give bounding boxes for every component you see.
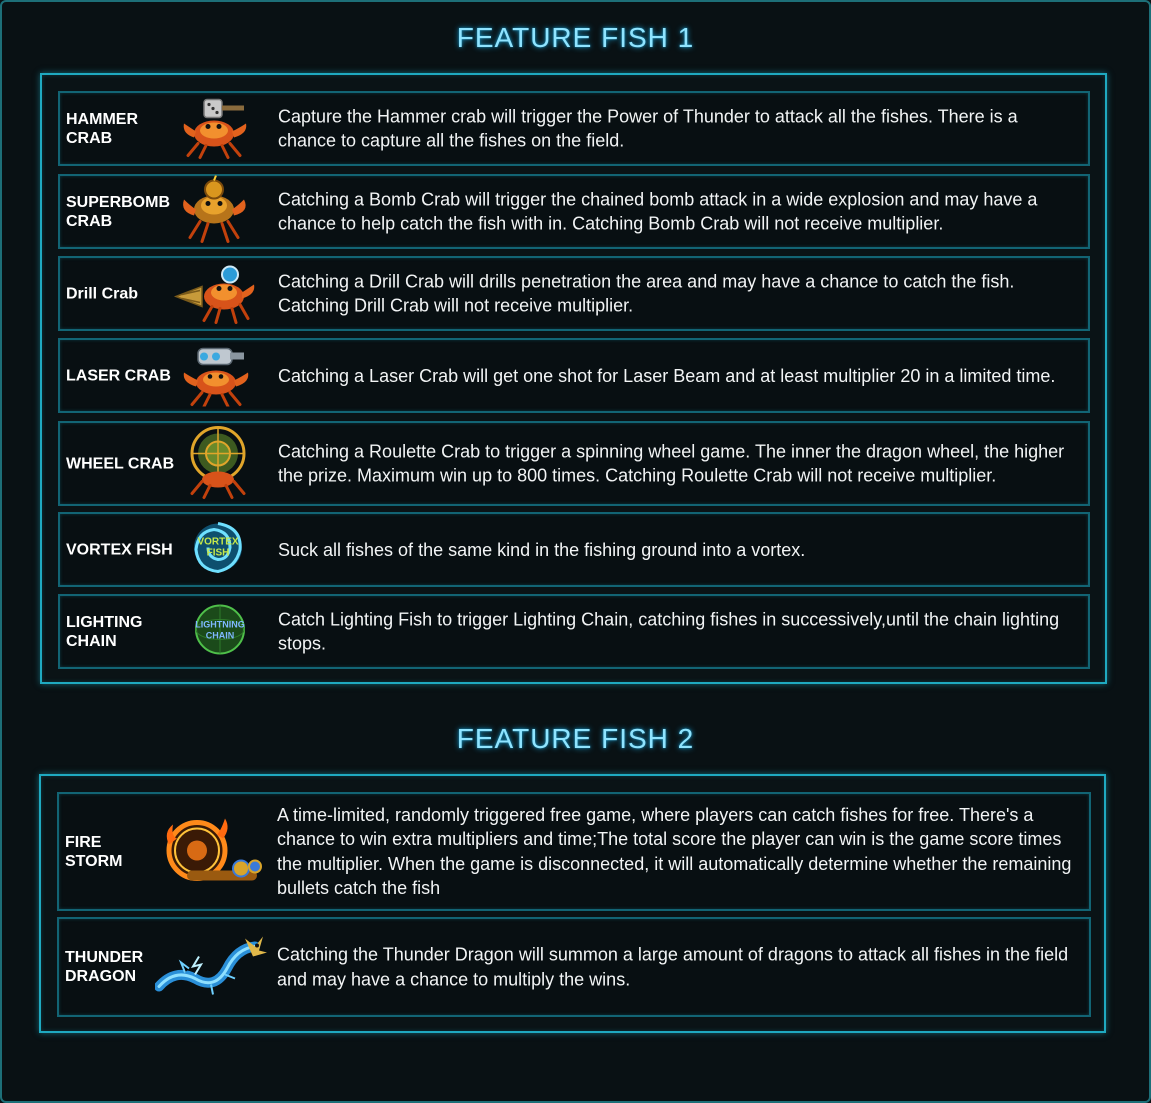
feature-row-thunder-dragon: THUNDER DRAGON Catching the Thunder Drag… [57, 917, 1091, 1017]
lightning-icon-text-1: LIGHTNING [195, 619, 245, 629]
feature-row-wheel-crab: WHEEL CRAB Catching a Roulette Crab to t… [58, 421, 1090, 506]
section-title-feature-fish-2: FEATURE FISH 2 [456, 723, 695, 754]
feature-fish-2-panel: FIRE STORM A time-limited, randomly trig… [39, 774, 1106, 1033]
vortex-fish-icon: VORTEX FISH [188, 517, 248, 582]
feature-description: Catch Lighting Fish to trigger Lighting … [278, 609, 1060, 654]
thunder-dragon-icon [154, 929, 267, 1006]
feature-description: Catching a Bomb Crab will trigger the ch… [278, 189, 1038, 234]
feature-name: HAMMER CRAB [66, 110, 138, 147]
feature-description: A time-limited, randomly triggered free … [277, 804, 1072, 899]
feature-name: THUNDER DRAGON [65, 949, 144, 985]
feature-fish-1-panel: HAMMER CRAB Capture the Hammer crab will… [40, 73, 1107, 684]
feature-row-laser-crab: LASER CRAB Catching a Laser Crab will ge… [58, 338, 1090, 413]
wheel-crab-icon [180, 423, 254, 504]
feature-row-drill-crab: Drill Crab Catching a Drill Crab will dr… [58, 256, 1090, 331]
feature-name: FIRE STORM [65, 833, 123, 870]
feature-description: Catching a Drill Crab will drills penetr… [278, 271, 1015, 316]
feature-name: SUPERBOMB CRAB [66, 193, 171, 230]
feature-row-hammer-crab: HAMMER CRAB Capture the Hammer crab will… [58, 91, 1090, 166]
feature-name: LIGHTING CHAIN [66, 613, 143, 650]
feature-description: Capture the Hammer crab will trigger the… [278, 106, 1018, 151]
lightning-chain-icon: LIGHTNING CHAIN [190, 601, 250, 662]
vortex-icon-text-1: VORTEX [197, 536, 238, 547]
feature-name: Drill Crab [66, 285, 139, 302]
feature-row-lighting-chain: LIGHTING CHAIN LIGHTNING CHAIN Catch Lig… [58, 594, 1090, 669]
fire-storm-icon [159, 814, 263, 889]
feature-name: WHEEL CRAB [66, 455, 175, 472]
vortex-icon-text-2: FISH [207, 547, 230, 558]
laser-crab-icon [178, 340, 254, 411]
feature-description: Catching a Laser Crab will get one shot … [278, 365, 1056, 386]
hammer-crab-icon [178, 93, 254, 164]
feature-name: VORTEX FISH [66, 541, 173, 558]
section-title-feature-fish-1: FEATURE FISH 1 [456, 22, 695, 53]
superbomb-crab-icon [178, 174, 254, 248]
drill-crab-icon [172, 258, 260, 329]
lightning-icon-text-2: CHAIN [206, 630, 235, 640]
feature-row-fire-storm: FIRE STORM A time-limited, randomly trig… [57, 792, 1091, 911]
feature-description: Suck all fishes of the same kind in the … [278, 539, 806, 560]
feature-row-superbomb-crab: SUPERBOMB CRAB Catching a Bomb Crab will… [58, 174, 1090, 249]
feature-description: Catching a Roulette Crab to trigger a sp… [278, 441, 1065, 486]
feature-name: LASER CRAB [66, 367, 171, 384]
feature-row-vortex-fish: VORTEX FISH VORTEX FISH Suck all fishes … [58, 512, 1090, 587]
feature-description: Catching the Thunder Dragon will summon … [277, 944, 1069, 990]
